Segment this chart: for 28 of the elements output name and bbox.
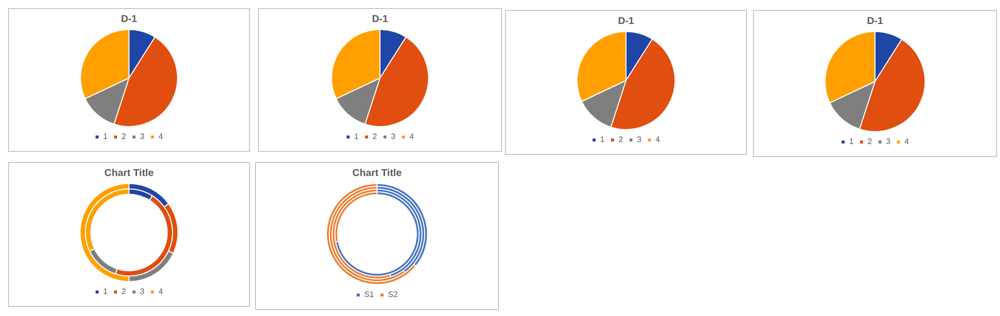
legend-label: 4 <box>409 132 414 142</box>
chart-title: D-1 <box>120 14 138 25</box>
chart-title: D-1 <box>372 14 388 25</box>
chart-title: D-1 <box>618 16 634 27</box>
legend-label: S2 <box>388 290 398 300</box>
legend-label: 4 <box>904 137 910 146</box>
legend-label: 3 <box>886 137 891 146</box>
legend-label: 1 <box>849 137 854 146</box>
legend-label: 3 <box>140 132 145 142</box>
legend-label: 1 <box>103 287 108 296</box>
legend-label: 3 <box>140 287 145 296</box>
legend-label: 2 <box>618 135 624 144</box>
legend-label: 3 <box>391 132 396 142</box>
legend-label: 1 <box>354 132 360 142</box>
legend-label: 1 <box>600 135 606 144</box>
legend-label: 2 <box>122 132 127 142</box>
legend-label: 2 <box>372 132 378 142</box>
chart-title: D-1 <box>866 16 884 27</box>
legend-label: 4 <box>655 135 660 144</box>
legend-label: 1 <box>103 132 108 142</box>
chart-title: Chart Title <box>352 168 402 179</box>
legend-label: 4 <box>158 132 164 142</box>
legend-label: S1 <box>364 290 375 300</box>
chart-title: Chart Title <box>104 168 154 179</box>
legend-label: 4 <box>158 287 164 296</box>
legend-label: 2 <box>122 287 127 296</box>
legend-label: 3 <box>637 135 642 144</box>
legend-label: 2 <box>868 137 873 146</box>
